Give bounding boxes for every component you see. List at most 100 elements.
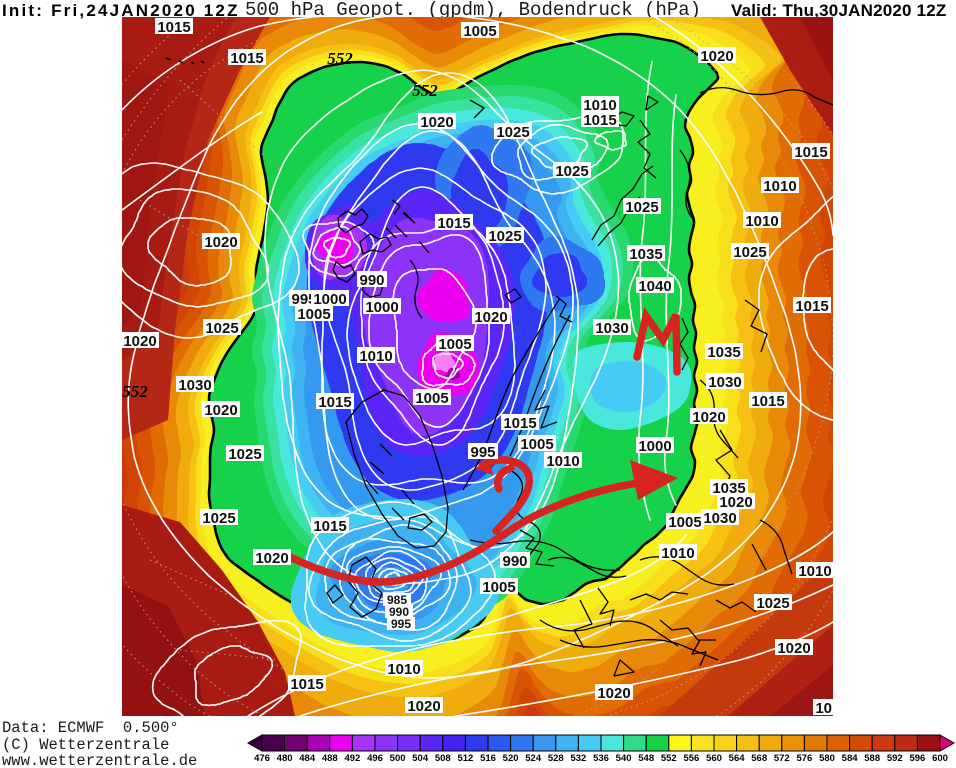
svg-text:508: 508 [435, 753, 451, 764]
svg-text:588: 588 [864, 753, 880, 764]
svg-text:1015: 1015 [313, 518, 346, 535]
svg-text:1005: 1005 [463, 23, 496, 40]
svg-text:1020: 1020 [692, 409, 725, 426]
svg-text:990: 990 [389, 605, 409, 619]
svg-text:1015: 1015 [795, 298, 828, 315]
svg-text:1015: 1015 [794, 144, 827, 161]
svg-text:1025: 1025 [205, 320, 238, 337]
svg-text:990: 990 [359, 272, 384, 289]
svg-text:995: 995 [470, 444, 495, 461]
svg-text:1020: 1020 [123, 333, 156, 350]
svg-text:1025: 1025 [555, 163, 588, 180]
svg-text:564: 564 [729, 753, 746, 764]
svg-text:1010: 1010 [387, 661, 420, 678]
svg-text:480: 480 [277, 753, 293, 764]
svg-text:568: 568 [751, 753, 767, 764]
svg-text:552: 552 [412, 81, 438, 100]
svg-text:552: 552 [661, 753, 677, 764]
svg-text:1000: 1000 [313, 291, 346, 308]
svg-text:1010: 1010 [583, 97, 616, 114]
svg-text:1010: 1010 [745, 213, 778, 230]
svg-text:1035: 1035 [712, 480, 745, 497]
svg-text:1015: 1015 [290, 676, 323, 693]
svg-text:1020: 1020 [204, 402, 237, 419]
svg-text:580: 580 [819, 753, 835, 764]
svg-text:1030: 1030 [178, 377, 211, 394]
svg-text:488: 488 [322, 753, 338, 764]
svg-text:520: 520 [503, 753, 519, 764]
svg-text:484: 484 [299, 753, 316, 764]
svg-text:600: 600 [932, 753, 948, 764]
svg-text:1020: 1020 [420, 114, 453, 131]
svg-text:512: 512 [457, 753, 473, 764]
svg-text:516: 516 [480, 753, 496, 764]
svg-text:1030: 1030 [703, 510, 736, 527]
svg-text:1020: 1020 [255, 550, 288, 567]
svg-text:1005: 1005 [520, 436, 553, 453]
svg-text:1020: 1020 [719, 494, 752, 511]
svg-text:990: 990 [502, 553, 527, 570]
svg-text:504: 504 [412, 753, 429, 764]
svg-text:1010: 1010 [546, 453, 579, 470]
svg-text:1005: 1005 [297, 306, 330, 323]
svg-text:576: 576 [796, 753, 812, 764]
svg-text:1010: 1010 [661, 545, 694, 562]
svg-text:1000: 1000 [638, 438, 671, 455]
svg-text:592: 592 [887, 753, 903, 764]
svg-text:500: 500 [390, 753, 406, 764]
svg-text:556: 556 [683, 753, 699, 764]
svg-text:540: 540 [616, 753, 632, 764]
svg-text:1030: 1030 [595, 320, 628, 337]
svg-text:1010: 1010 [359, 348, 392, 365]
svg-text:1020: 1020 [204, 234, 237, 251]
svg-text:1010: 1010 [763, 178, 796, 195]
svg-text:1000: 1000 [365, 299, 398, 316]
svg-text:492: 492 [344, 753, 360, 764]
svg-text:1010: 1010 [798, 563, 831, 580]
svg-text:1025: 1025 [756, 595, 789, 612]
svg-text:560: 560 [706, 753, 722, 764]
svg-text:995: 995 [391, 617, 411, 631]
svg-text:1020: 1020 [700, 48, 733, 65]
svg-text:552: 552 [327, 49, 353, 68]
svg-text:572: 572 [774, 753, 790, 764]
svg-text:1015: 1015 [437, 215, 470, 232]
svg-text:552: 552 [122, 382, 148, 401]
svg-text:1005: 1005 [438, 336, 471, 353]
svg-text:1035: 1035 [629, 246, 662, 263]
svg-text:1020: 1020 [777, 640, 810, 657]
svg-text:1015: 1015 [751, 393, 784, 410]
svg-text:1020: 1020 [474, 309, 507, 326]
svg-text:1005: 1005 [482, 579, 515, 596]
svg-text:528: 528 [548, 753, 564, 764]
svg-text:536: 536 [593, 753, 609, 764]
svg-text:1015: 1015 [318, 394, 351, 411]
svg-text:1015: 1015 [815, 700, 833, 716]
svg-text:1015: 1015 [583, 112, 616, 129]
svg-text:1020: 1020 [597, 685, 630, 702]
svg-text:524: 524 [525, 753, 542, 764]
svg-text:985: 985 [387, 593, 407, 607]
svg-text:1005: 1005 [668, 514, 701, 531]
svg-text:1040: 1040 [638, 278, 671, 295]
svg-text:476: 476 [254, 753, 270, 764]
svg-text:532: 532 [570, 753, 586, 764]
svg-text:548: 548 [638, 753, 654, 764]
svg-text:1020: 1020 [407, 698, 440, 715]
svg-text:1035: 1035 [707, 344, 740, 361]
svg-text:1015: 1015 [230, 50, 263, 67]
svg-text:1025: 1025 [228, 446, 261, 463]
svg-text:496: 496 [367, 753, 383, 764]
svg-text:1015: 1015 [503, 415, 536, 432]
svg-text:1005: 1005 [415, 390, 448, 407]
svg-text:1025: 1025 [625, 199, 658, 216]
svg-text:1025: 1025 [202, 510, 235, 527]
svg-text:1025: 1025 [733, 244, 766, 261]
svg-text:584: 584 [842, 753, 859, 764]
svg-text:1025: 1025 [488, 228, 521, 245]
svg-text:1030: 1030 [708, 374, 741, 391]
svg-text:596: 596 [909, 753, 925, 764]
svg-text:995: 995 [291, 291, 316, 308]
svg-text:1015: 1015 [157, 19, 190, 36]
svg-text:1025: 1025 [496, 124, 529, 141]
